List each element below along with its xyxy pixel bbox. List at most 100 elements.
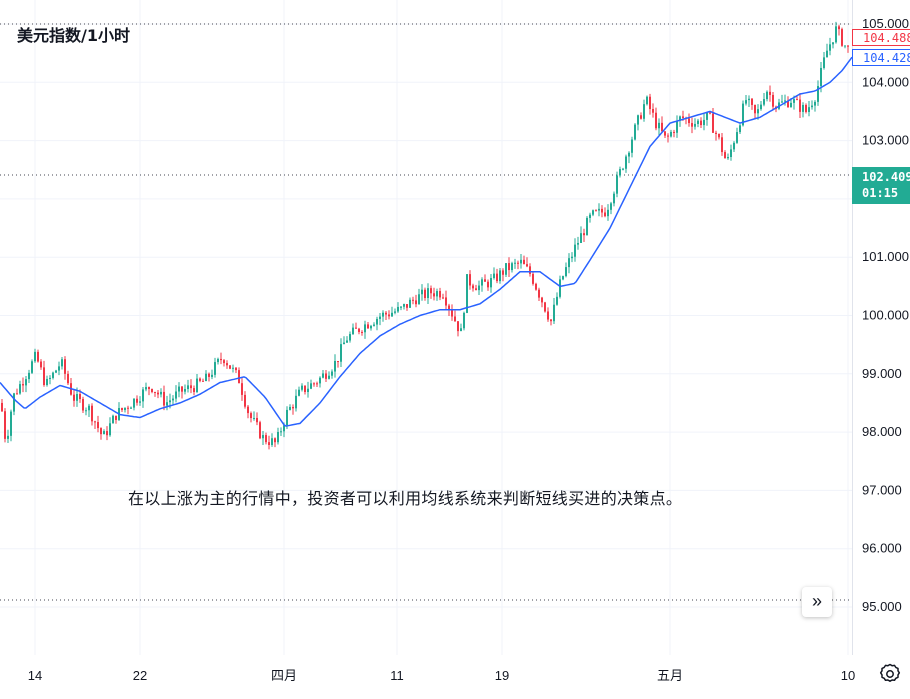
candle-body <box>370 325 372 329</box>
candle-body <box>274 438 276 443</box>
candle-body <box>58 366 60 371</box>
candle-body <box>769 91 771 95</box>
candle-body <box>793 99 795 103</box>
candle-body <box>334 360 336 372</box>
candle-body <box>295 395 297 409</box>
candle-body <box>835 26 837 43</box>
candle-body <box>250 413 252 419</box>
candle-body <box>382 312 384 317</box>
candle-body <box>199 378 201 381</box>
candle-body <box>574 244 576 257</box>
candle-body <box>811 105 813 108</box>
candle-body <box>463 312 465 329</box>
candle-body <box>787 100 789 108</box>
candle-body <box>205 373 207 382</box>
scroll-to-realtime-button[interactable]: » <box>802 587 832 617</box>
candle-body <box>151 389 153 392</box>
candle-body <box>607 209 609 217</box>
price-axis[interactable]: 95.000 96.000 97.000 98.000 99.000 100.000 101… <box>862 16 909 614</box>
time-axis[interactable]: 14 22 四月 11 19 五月 10 <box>28 668 855 683</box>
candle-body <box>367 324 369 329</box>
candle-body <box>466 274 468 313</box>
candle-body <box>280 431 282 433</box>
candle-body <box>406 304 408 308</box>
candle-body <box>178 386 180 392</box>
candle-body <box>682 116 684 118</box>
candle-body <box>256 417 258 423</box>
candle-body <box>457 321 459 332</box>
settings-gear-icon[interactable] <box>876 660 904 688</box>
candle-body <box>841 29 843 46</box>
candle-body <box>136 398 138 403</box>
candle-body <box>532 273 534 284</box>
candle-body <box>784 100 786 102</box>
candle-body <box>475 288 477 291</box>
candle-body <box>313 383 315 385</box>
candle-body <box>211 374 213 377</box>
candle-body <box>823 57 825 68</box>
candle-body <box>715 132 717 134</box>
candle-body <box>487 281 489 288</box>
candle-body <box>385 312 387 315</box>
candle-body <box>718 133 720 138</box>
candle-body <box>472 285 474 289</box>
candle-body <box>592 210 594 215</box>
candle-body <box>73 394 75 401</box>
candle-body <box>727 156 729 159</box>
x-tick-label: 11 <box>390 668 404 683</box>
x-tick-label: 10 <box>841 668 855 683</box>
candle-body <box>559 279 561 297</box>
candle-body <box>7 435 9 439</box>
candle-body <box>196 378 198 392</box>
candle-body <box>550 319 552 322</box>
candle-body <box>460 328 462 332</box>
candle-body <box>667 135 669 137</box>
candle-body <box>646 96 648 105</box>
candle-body <box>583 233 585 236</box>
candle-body <box>34 351 36 362</box>
y-tick-label: 103.000 <box>862 133 909 148</box>
candle-body <box>139 401 141 403</box>
candlestick-series <box>1 21 849 450</box>
candle-body <box>265 435 267 443</box>
candle-body <box>31 361 33 373</box>
x-tick-label: 14 <box>28 668 42 683</box>
candle-body <box>430 288 432 294</box>
candle-body <box>298 389 300 396</box>
chart-grid <box>0 0 853 655</box>
candle-body <box>733 142 735 150</box>
candle-body <box>481 279 483 286</box>
candle-body <box>703 119 705 126</box>
x-tick-label: 22 <box>133 668 147 683</box>
candle-body <box>625 156 627 169</box>
candle-body <box>541 297 543 303</box>
double-chevron-right-icon: » <box>811 591 822 611</box>
candle-body <box>112 415 114 424</box>
moving-average-line <box>0 56 853 427</box>
candle-body <box>829 44 831 51</box>
candle-body <box>292 406 294 409</box>
candle-body <box>94 421 96 423</box>
candle-body <box>247 406 249 414</box>
candle-body <box>166 402 168 406</box>
candle-body <box>145 387 147 390</box>
chart-title: 美元指数/1小时 <box>17 26 130 45</box>
candle-body <box>175 391 177 399</box>
candle-body <box>637 115 639 125</box>
candle-body <box>337 360 339 362</box>
candle-body <box>424 289 426 298</box>
candle-body <box>409 299 411 308</box>
candle-body <box>478 285 480 291</box>
candle-body <box>514 262 516 264</box>
candle-body <box>553 304 555 322</box>
candle-body <box>277 432 279 443</box>
candle-body <box>19 384 21 394</box>
candle-body <box>658 122 660 129</box>
candle-body <box>157 392 159 395</box>
candle-body <box>355 327 357 329</box>
candle-body <box>100 428 102 435</box>
candle-body <box>517 262 519 264</box>
candle-body <box>445 297 447 306</box>
candle-body <box>235 367 237 371</box>
